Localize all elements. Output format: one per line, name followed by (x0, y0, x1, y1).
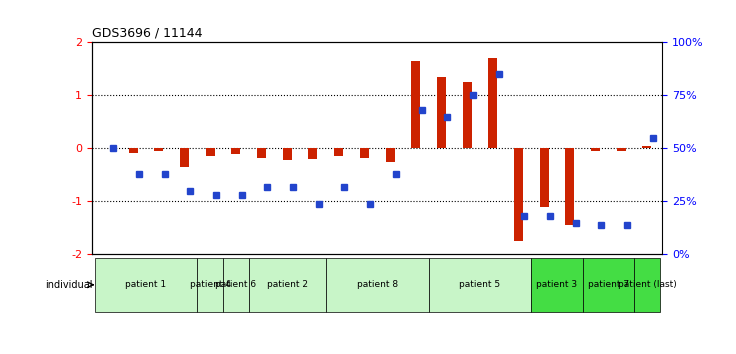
Bar (129, 148, 138, 153)
Bar (437, 77, 446, 148)
FancyBboxPatch shape (531, 257, 583, 312)
Bar (411, 61, 420, 148)
Bar (463, 82, 472, 148)
Text: patient 3: patient 3 (537, 280, 578, 289)
FancyBboxPatch shape (634, 257, 660, 312)
Text: patient 2: patient 2 (266, 280, 308, 289)
Bar (488, 58, 498, 148)
FancyBboxPatch shape (249, 257, 326, 312)
FancyBboxPatch shape (197, 257, 223, 312)
Bar (308, 148, 317, 159)
Bar (205, 148, 215, 156)
Bar (155, 148, 163, 151)
Bar (643, 146, 651, 148)
Bar (386, 148, 394, 162)
Bar (565, 148, 574, 225)
Bar (180, 148, 189, 167)
FancyBboxPatch shape (428, 257, 531, 312)
Bar (257, 148, 266, 158)
Text: individual: individual (45, 280, 93, 290)
Text: patient 8: patient 8 (357, 280, 397, 289)
Text: patient 5: patient 5 (459, 280, 500, 289)
Bar (514, 148, 523, 241)
Text: GDS3696 / 11144: GDS3696 / 11144 (92, 27, 202, 40)
Bar (334, 148, 343, 156)
Bar (283, 148, 291, 160)
Bar (617, 148, 626, 151)
Text: patient 1: patient 1 (125, 280, 166, 289)
Bar (231, 148, 241, 154)
Bar (360, 148, 369, 158)
Bar (591, 148, 600, 151)
Text: patient 4: patient 4 (190, 280, 230, 289)
FancyBboxPatch shape (94, 257, 197, 312)
FancyBboxPatch shape (583, 257, 634, 312)
FancyBboxPatch shape (223, 257, 249, 312)
Text: patient 7: patient 7 (588, 280, 629, 289)
Text: patient (last): patient (last) (618, 280, 676, 289)
Text: patient 6: patient 6 (216, 280, 256, 289)
FancyBboxPatch shape (326, 257, 428, 312)
Bar (539, 148, 549, 207)
